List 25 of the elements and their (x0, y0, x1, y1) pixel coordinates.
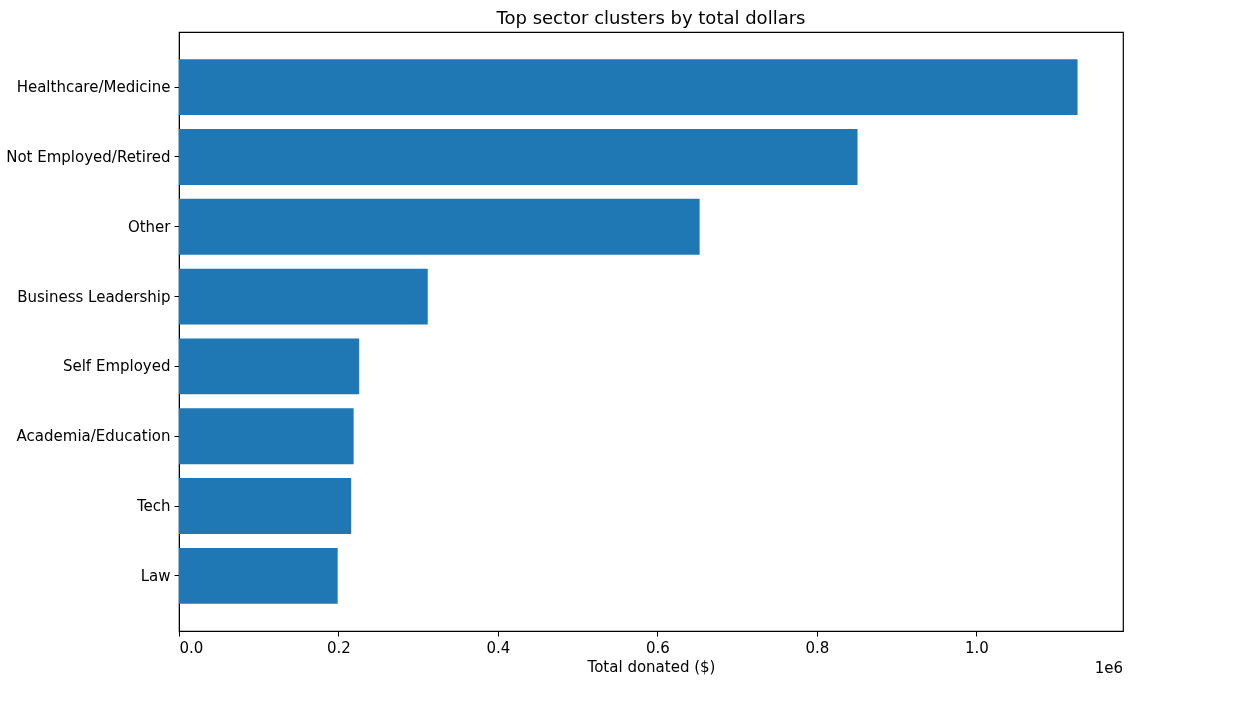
y-tick-label: Tech (135, 497, 171, 516)
x-tick-label: 0.6 (645, 638, 670, 657)
chart-title: Top sector clusters by total dollars (495, 7, 806, 28)
bar (179, 478, 352, 534)
y-tick-label: Not Employed/Retired (6, 147, 171, 166)
x-tick-label: 0.2 (327, 638, 351, 657)
y-tick-label: Healthcare/Medicine (16, 78, 171, 97)
x-tick-label: 1.0 (964, 638, 989, 657)
x-tick-label: 0.8 (805, 638, 830, 657)
x-tick-label: 0.4 (486, 638, 511, 657)
bar (179, 547, 338, 604)
bar (179, 408, 354, 465)
y-tick-label: Self Employed (62, 357, 171, 376)
bar (179, 59, 1078, 116)
x-tick-label: 0.0 (179, 638, 204, 657)
y-tick-label: Law (140, 566, 171, 585)
bar (179, 129, 858, 185)
text: 1e6 (1094, 659, 1123, 677)
y-tick-label: Academia/Education (16, 427, 171, 446)
y-tick-label: Business Leadership (17, 287, 171, 306)
bar (179, 338, 360, 395)
y-tick-label: Other (127, 217, 172, 236)
bar (179, 198, 700, 255)
x-axis-title: Total donated ($) (586, 657, 716, 676)
bar (179, 268, 428, 325)
